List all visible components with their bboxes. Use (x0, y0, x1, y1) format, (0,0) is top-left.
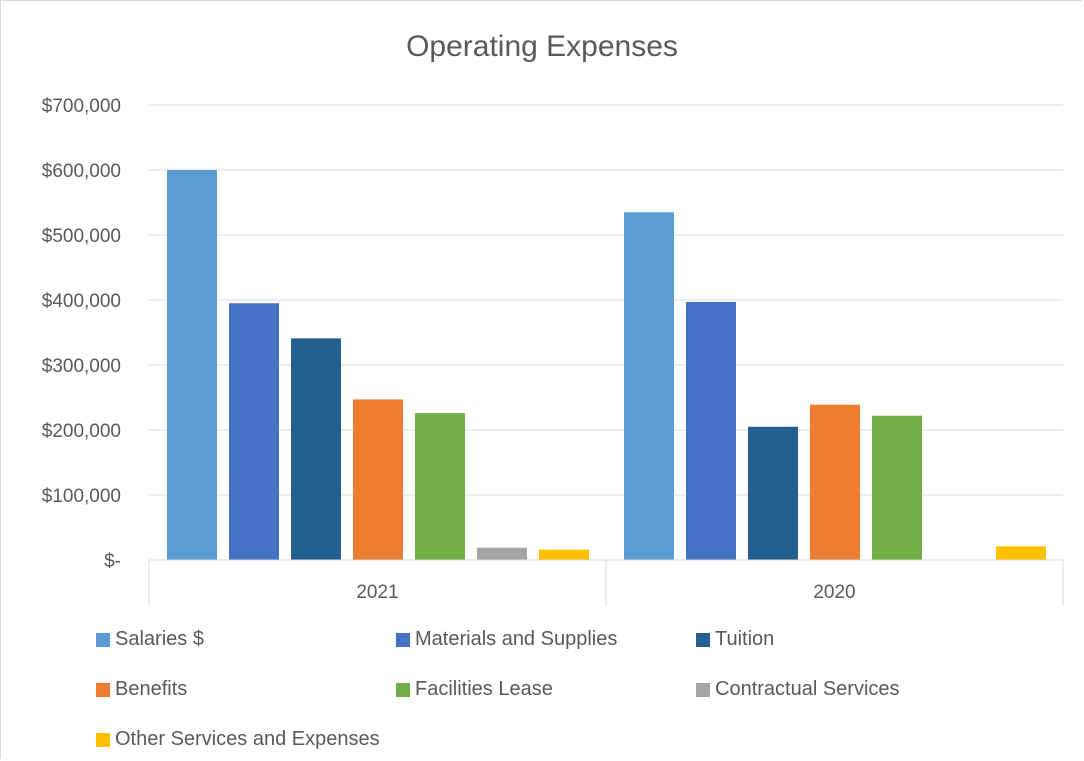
gridlines (149, 104, 1063, 561)
y-tick-label: $700,000 (42, 96, 121, 117)
x-axis: 2021 2020 (148, 559, 1064, 606)
legend-swatch (96, 732, 110, 747)
legend-label: Materials and Supplies (415, 628, 618, 650)
x-tick-label: 2020 (813, 582, 855, 603)
legend-label: Tuition (715, 628, 775, 650)
legend-label: Salaries $ (115, 628, 204, 650)
y-tick-label: $- (104, 551, 121, 572)
bar-other-services-and-expenses-2021 (539, 549, 589, 560)
legend-swatch (96, 632, 110, 647)
legend-item: Salaries $ (96, 628, 204, 651)
bar-facilities-lease-2020 (872, 415, 922, 560)
bar-benefits-2021 (353, 399, 403, 560)
chart-title: Operating Expenses (406, 30, 678, 63)
bar-contractual-services-2021 (477, 547, 527, 560)
y-tick-label: $500,000 (42, 226, 121, 247)
y-axis-ticks: $- $100,000 $200,000 $300,000 $400,000 $500,0… (42, 96, 121, 572)
bar-benefits-2020 (810, 404, 860, 560)
x-tick-label: 2021 (356, 582, 398, 603)
bar-salaries-2020 (624, 212, 674, 560)
legend-item: Tuition (696, 628, 774, 651)
legend-swatch (96, 682, 110, 697)
bar-facilities-lease-2021 (415, 413, 465, 560)
bar-materials-and-supplies-2021 (229, 303, 279, 560)
y-tick-label: $300,000 (42, 356, 121, 377)
legend-swatch (696, 632, 710, 647)
legend-item: Other Services and Expenses (96, 728, 380, 751)
y-tick-label: $600,000 (42, 161, 121, 182)
legend-item: Contractual Services (696, 678, 900, 701)
bar-tuition-2021 (291, 338, 341, 560)
legend-label: Benefits (115, 678, 188, 700)
legend-label: Other Services and Expenses (115, 728, 380, 750)
bar-tuition-2020 (748, 426, 798, 560)
legend-swatch (396, 632, 410, 647)
legend-item: Facilities Lease (396, 678, 553, 701)
legend-item: Benefits (96, 678, 187, 701)
bar-other-services-and-expenses-2020 (996, 546, 1046, 560)
bars (167, 170, 1046, 560)
legend-label: Facilities Lease (415, 678, 553, 700)
y-tick-label: $400,000 (42, 291, 121, 312)
y-tick-label: $100,000 (42, 486, 121, 507)
bar-materials-and-supplies-2020 (686, 301, 736, 560)
legend-item: Materials and Supplies (396, 628, 617, 651)
legend-label: Contractual Services (715, 678, 900, 700)
legend-swatch (396, 682, 410, 697)
y-tick-label: $200,000 (42, 421, 121, 442)
legend-swatch (696, 682, 710, 697)
bar-salaries-2021 (167, 170, 217, 560)
